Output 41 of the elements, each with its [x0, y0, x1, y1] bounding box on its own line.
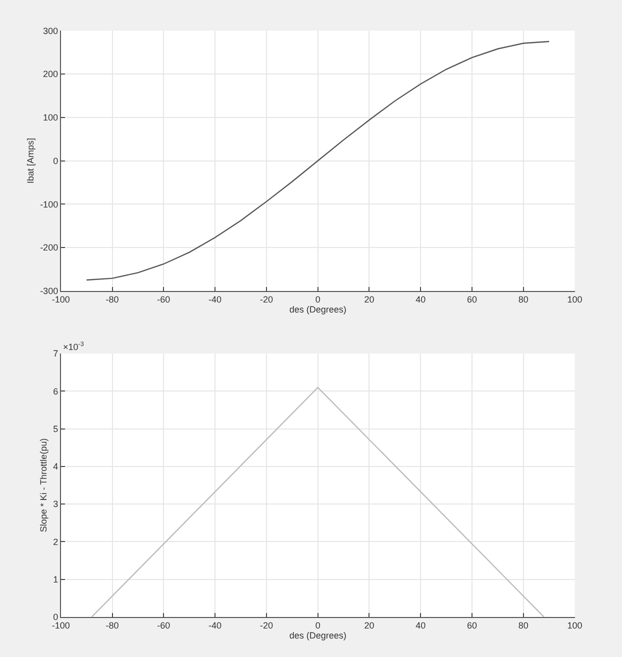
x-tick-label: -20	[260, 294, 273, 305]
y-tick-label: -100	[40, 199, 58, 210]
y-tick-label: 100	[43, 112, 58, 123]
x-tick-label: -60	[157, 620, 170, 631]
y-tick-label: -200	[40, 242, 58, 253]
y-tick-label: 7	[53, 348, 58, 359]
y-tick-label: 6	[53, 386, 58, 396]
line-series	[86, 40, 550, 281]
x-tick-label: 80	[518, 620, 528, 631]
x-tick-label: -80	[106, 620, 119, 631]
y-axis-title: Ibat [Amps]	[25, 138, 36, 184]
x-tick-label: 60	[467, 294, 478, 305]
y-tick-label: -300	[40, 286, 58, 296]
y-tick-label: 1	[53, 574, 58, 584]
x-tick-label: 20	[364, 294, 374, 305]
x-axis-title: des (Degrees)	[289, 630, 346, 641]
text: ×10$^{-3}$	[63, 341, 84, 352]
y-tick-label: 0	[53, 156, 58, 166]
y-tick-label: 5	[53, 424, 58, 434]
x-tick-label: 20	[364, 620, 374, 631]
y-tick-label: 4	[53, 462, 58, 472]
y-tick-label: 0	[53, 612, 58, 622]
x-tick-label: 60	[467, 620, 478, 631]
y-tick-label: 2	[53, 536, 58, 547]
x-tick-label: 40	[416, 620, 426, 631]
y-axis-title: Slope * Ki - Throttle(pu)	[38, 438, 48, 532]
x-tick-label: 80	[518, 294, 528, 305]
x-tick-label: 0	[315, 620, 320, 631]
x-tick-label: 40	[416, 294, 426, 305]
y-tick-label: 200	[43, 69, 58, 80]
x-tick-label: -20	[260, 620, 273, 631]
x-tick-label: 100	[567, 620, 582, 631]
x-tick-label: 0	[315, 294, 320, 305]
y-tick-label: 300	[43, 26, 58, 36]
x-axis-title: des (Degrees)	[289, 304, 346, 315]
x-tick-label: 100	[567, 294, 582, 305]
x-tick-label: -60	[157, 294, 170, 305]
x-tick-label: -40	[208, 294, 222, 305]
x-tick-label: -40	[208, 620, 222, 631]
y-tick-label: 3	[53, 499, 58, 510]
x-tick-label: -80	[106, 294, 119, 305]
